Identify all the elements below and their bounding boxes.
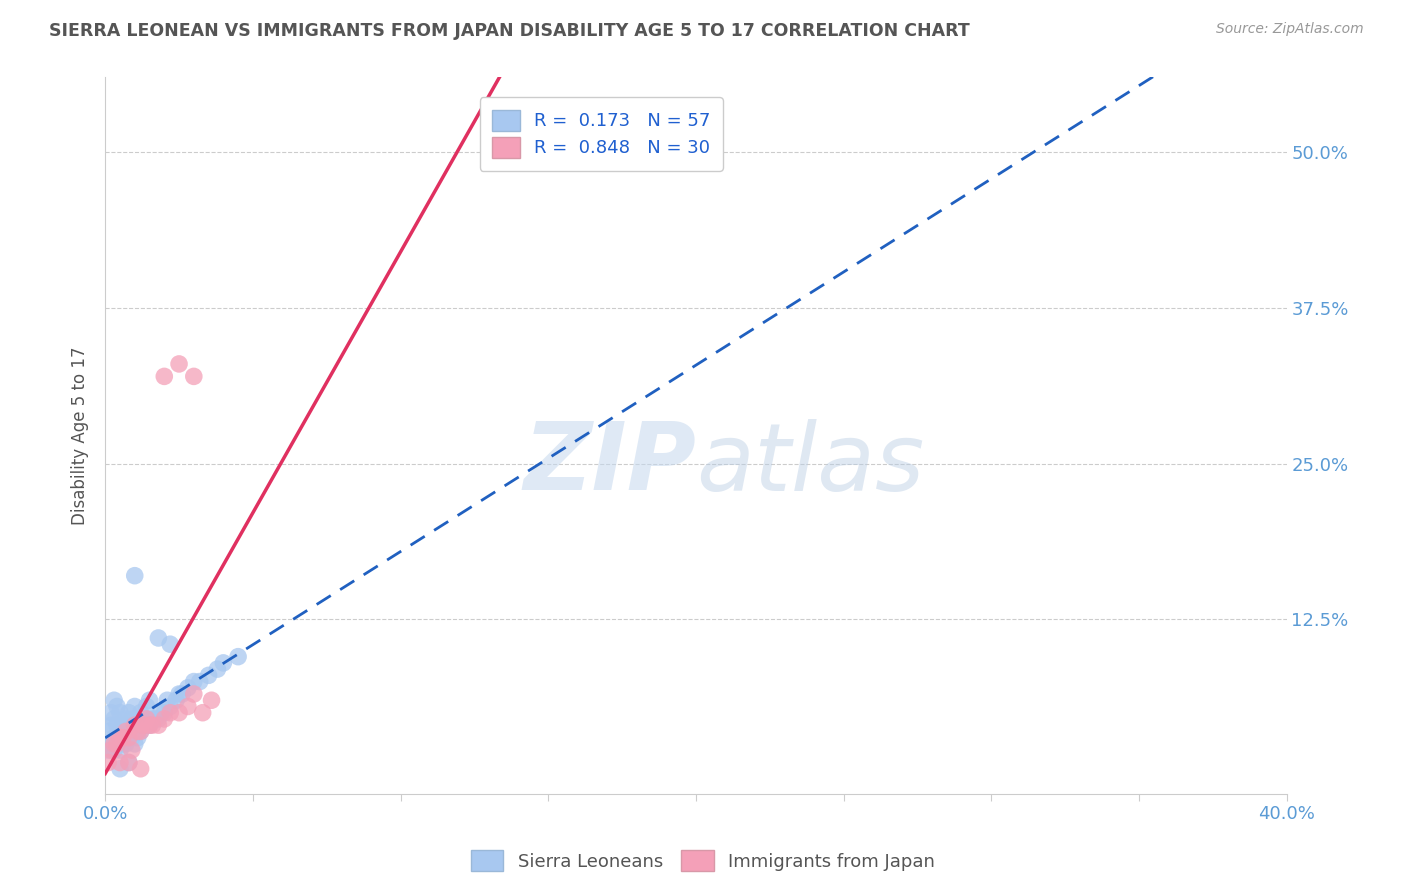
Point (111, 731, 134, 745)
Point (132, 718, 155, 732)
Point (129, 762, 152, 776)
Point (108, 731, 131, 745)
Point (170, 687, 193, 701)
Point (111, 737, 134, 751)
Point (183, 369, 205, 384)
Point (226, 649, 249, 664)
Text: ZIP: ZIP (523, 418, 696, 510)
Point (177, 681, 200, 695)
Point (132, 718, 155, 732)
Point (145, 712, 167, 726)
Point (138, 718, 160, 732)
Point (124, 568, 146, 582)
Point (124, 737, 146, 751)
Point (103, 693, 125, 707)
Point (124, 699, 146, 714)
Point (183, 687, 205, 701)
Point (135, 718, 157, 732)
Point (115, 712, 138, 726)
Point (105, 699, 128, 714)
Point (108, 756, 131, 770)
Point (108, 706, 131, 720)
Point (115, 724, 138, 739)
Point (135, 699, 157, 714)
Point (118, 756, 141, 770)
Point (207, 662, 229, 676)
Point (135, 712, 157, 726)
Point (150, 706, 173, 720)
Point (212, 656, 235, 670)
Point (103, 731, 125, 745)
Point (138, 693, 160, 707)
Point (108, 724, 131, 739)
Point (108, 743, 131, 757)
Point (100, 743, 122, 757)
Point (105, 718, 128, 732)
Point (105, 737, 128, 751)
Point (118, 706, 141, 720)
Point (129, 724, 152, 739)
Point (129, 724, 152, 739)
Point (167, 687, 190, 701)
Point (100, 706, 122, 720)
Point (127, 712, 149, 726)
Point (167, 706, 190, 720)
Point (118, 731, 141, 745)
Point (111, 718, 134, 732)
Legend: Sierra Leoneans, Immigrants from Japan: Sierra Leoneans, Immigrants from Japan (464, 843, 942, 879)
Point (197, 668, 219, 682)
Text: SIERRA LEONEAN VS IMMIGRANTS FROM JAPAN DISABILITY AGE 5 TO 17 CORRELATION CHART: SIERRA LEONEAN VS IMMIGRANTS FROM JAPAN … (49, 22, 970, 40)
Point (103, 737, 125, 751)
Point (153, 369, 176, 384)
Point (118, 756, 141, 770)
Y-axis label: Disability Age 5 to 17: Disability Age 5 to 17 (72, 346, 89, 524)
Point (148, 631, 170, 645)
Point (97, 756, 120, 770)
Point (127, 724, 149, 739)
Point (118, 731, 141, 745)
Point (159, 637, 181, 651)
Point (105, 737, 128, 751)
Point (100, 737, 122, 751)
Point (138, 718, 160, 732)
Point (159, 699, 181, 714)
Point (153, 712, 176, 726)
Point (183, 674, 205, 689)
Point (153, 706, 176, 720)
Legend: R =  0.173   N = 57, R =  0.848   N = 30: R = 0.173 N = 57, R = 0.848 N = 30 (479, 97, 723, 170)
Point (148, 712, 170, 726)
Point (97, 743, 120, 757)
Point (121, 712, 143, 726)
Text: atlas: atlas (696, 418, 924, 509)
Point (121, 743, 143, 757)
Point (165, 693, 187, 707)
Point (129, 706, 152, 720)
Point (148, 718, 170, 732)
Point (103, 743, 125, 757)
Point (177, 699, 200, 714)
Point (159, 706, 181, 720)
Point (167, 357, 190, 371)
Point (191, 706, 214, 720)
Point (188, 674, 211, 689)
Point (127, 731, 149, 745)
Point (141, 712, 163, 726)
Point (108, 762, 131, 776)
Point (103, 712, 125, 726)
Point (141, 718, 163, 732)
Point (100, 718, 122, 732)
Point (156, 693, 179, 707)
Point (115, 737, 138, 751)
Point (124, 718, 146, 732)
Point (200, 693, 222, 707)
Point (124, 718, 146, 732)
Text: Source: ZipAtlas.com: Source: ZipAtlas.com (1216, 22, 1364, 37)
Point (121, 731, 143, 745)
Point (97, 724, 120, 739)
